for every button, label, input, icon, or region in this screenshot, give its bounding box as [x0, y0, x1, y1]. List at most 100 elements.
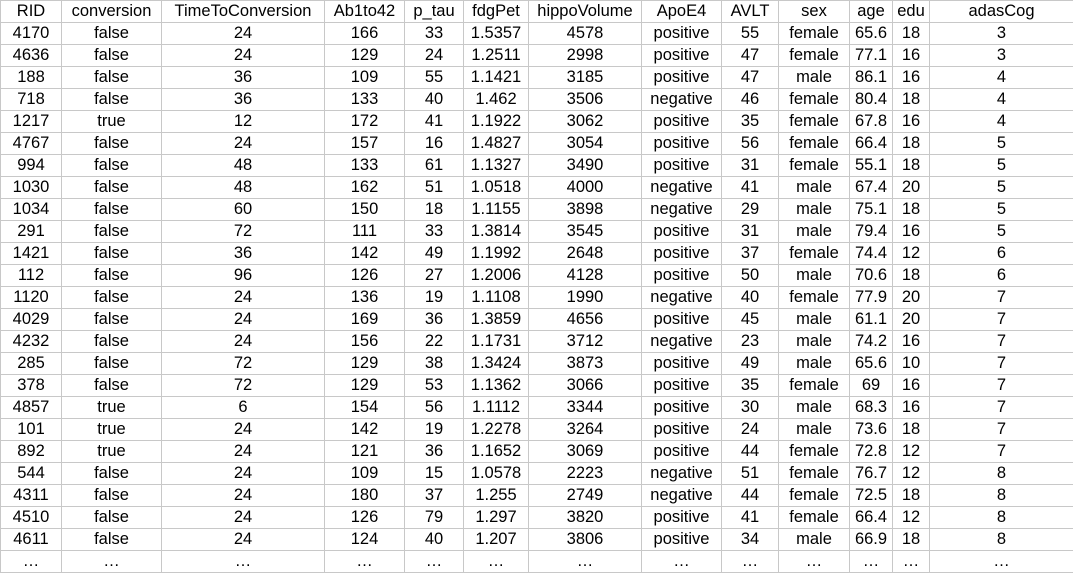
- table-cell[interactable]: true: [61, 396, 162, 419]
- table-cell[interactable]: 79: [404, 506, 464, 529]
- table-cell[interactable]: 4656: [528, 308, 642, 331]
- table-cell[interactable]: 30: [721, 396, 779, 419]
- table-cell[interactable]: 7: [929, 286, 1073, 309]
- table-cell[interactable]: 24: [161, 286, 325, 309]
- table-cell[interactable]: positive: [641, 440, 722, 463]
- table-cell[interactable]: 5: [929, 198, 1073, 221]
- table-cell[interactable]: 22: [404, 330, 464, 353]
- table-cell[interactable]: 6: [929, 264, 1073, 287]
- table-cell[interactable]: negative: [641, 88, 722, 111]
- column-header[interactable]: sex: [778, 0, 850, 23]
- table-cell[interactable]: 172: [324, 110, 405, 133]
- table-cell[interactable]: positive: [641, 110, 722, 133]
- table-cell[interactable]: 1.1652: [463, 440, 529, 463]
- table-cell[interactable]: 5: [929, 176, 1073, 199]
- table-cell[interactable]: female: [778, 440, 850, 463]
- table-cell[interactable]: 24: [161, 418, 325, 441]
- table-cell[interactable]: 10: [892, 352, 930, 375]
- table-cell[interactable]: …: [404, 550, 464, 573]
- table-cell[interactable]: 1030: [0, 176, 62, 199]
- table-cell[interactable]: 2749: [528, 484, 642, 507]
- table-cell[interactable]: 36: [161, 88, 325, 111]
- table-cell[interactable]: 3062: [528, 110, 642, 133]
- table-cell[interactable]: 18: [892, 132, 930, 155]
- table-cell[interactable]: 36: [404, 440, 464, 463]
- column-header[interactable]: adasCog: [929, 0, 1073, 23]
- table-cell[interactable]: 67.4: [849, 176, 893, 199]
- table-cell[interactable]: 3806: [528, 528, 642, 551]
- table-cell[interactable]: 18: [892, 198, 930, 221]
- table-cell[interactable]: 3820: [528, 506, 642, 529]
- table-cell[interactable]: 1.207: [463, 528, 529, 551]
- table-cell[interactable]: 72: [161, 352, 325, 375]
- table-cell[interactable]: false: [61, 528, 162, 551]
- table-cell[interactable]: negative: [641, 484, 722, 507]
- table-cell[interactable]: 285: [0, 352, 62, 375]
- table-cell[interactable]: 77.1: [849, 44, 893, 67]
- table-cell[interactable]: 124: [324, 528, 405, 551]
- table-cell[interactable]: 24: [161, 44, 325, 67]
- table-cell[interactable]: 74.2: [849, 330, 893, 353]
- table-cell[interactable]: 1.297: [463, 506, 529, 529]
- table-cell[interactable]: 6: [929, 242, 1073, 265]
- table-cell[interactable]: 18: [892, 484, 930, 507]
- table-cell[interactable]: false: [61, 264, 162, 287]
- table-cell[interactable]: 12: [892, 242, 930, 265]
- table-cell[interactable]: 112: [0, 264, 62, 287]
- table-cell[interactable]: 4232: [0, 330, 62, 353]
- table-cell[interactable]: male: [778, 264, 850, 287]
- table-cell[interactable]: negative: [641, 330, 722, 353]
- table-cell[interactable]: 5: [929, 154, 1073, 177]
- table-cell[interactable]: true: [61, 110, 162, 133]
- table-cell[interactable]: 126: [324, 506, 405, 529]
- table-cell[interactable]: 1.3424: [463, 352, 529, 375]
- table-cell[interactable]: male: [778, 308, 850, 331]
- table-cell[interactable]: …: [0, 550, 62, 573]
- table-cell[interactable]: 40: [404, 528, 464, 551]
- table-cell[interactable]: female: [778, 22, 850, 45]
- table-cell[interactable]: negative: [641, 286, 722, 309]
- table-cell[interactable]: 4128: [528, 264, 642, 287]
- table-cell[interactable]: false: [61, 286, 162, 309]
- table-cell[interactable]: 1990: [528, 286, 642, 309]
- table-cell[interactable]: false: [61, 330, 162, 353]
- table-cell[interactable]: female: [778, 44, 850, 67]
- table-cell[interactable]: 18: [892, 22, 930, 45]
- table-cell[interactable]: 23: [721, 330, 779, 353]
- table-cell[interactable]: 2648: [528, 242, 642, 265]
- table-cell[interactable]: 136: [324, 286, 405, 309]
- table-cell[interactable]: 111: [324, 220, 405, 243]
- table-cell[interactable]: 72: [161, 220, 325, 243]
- table-cell[interactable]: 68.3: [849, 396, 893, 419]
- table-cell[interactable]: 41: [721, 506, 779, 529]
- table-cell[interactable]: positive: [641, 264, 722, 287]
- table-cell[interactable]: 133: [324, 88, 405, 111]
- table-cell[interactable]: 1.1327: [463, 154, 529, 177]
- table-cell[interactable]: 55: [404, 66, 464, 89]
- table-cell[interactable]: 16: [892, 110, 930, 133]
- table-cell[interactable]: 1.1362: [463, 374, 529, 397]
- table-cell[interactable]: 41: [404, 110, 464, 133]
- table-cell[interactable]: 718: [0, 88, 62, 111]
- table-cell[interactable]: 46: [721, 88, 779, 111]
- table-cell[interactable]: 188: [0, 66, 62, 89]
- table-cell[interactable]: 3344: [528, 396, 642, 419]
- table-cell[interactable]: 1120: [0, 286, 62, 309]
- table-cell[interactable]: 3066: [528, 374, 642, 397]
- table-cell[interactable]: 70.6: [849, 264, 893, 287]
- table-cell[interactable]: 40: [404, 88, 464, 111]
- table-cell[interactable]: 4636: [0, 44, 62, 67]
- table-cell[interactable]: false: [61, 132, 162, 155]
- column-header[interactable]: ApoE4: [641, 0, 722, 23]
- table-cell[interactable]: false: [61, 506, 162, 529]
- table-cell[interactable]: positive: [641, 374, 722, 397]
- table-cell[interactable]: 1.1112: [463, 396, 529, 419]
- table-cell[interactable]: false: [61, 308, 162, 331]
- table-cell[interactable]: 1.1992: [463, 242, 529, 265]
- table-cell[interactable]: …: [641, 550, 722, 573]
- table-cell[interactable]: 3: [929, 22, 1073, 45]
- table-cell[interactable]: 3506: [528, 88, 642, 111]
- table-cell[interactable]: …: [778, 550, 850, 573]
- table-cell[interactable]: true: [61, 440, 162, 463]
- table-cell[interactable]: female: [778, 132, 850, 155]
